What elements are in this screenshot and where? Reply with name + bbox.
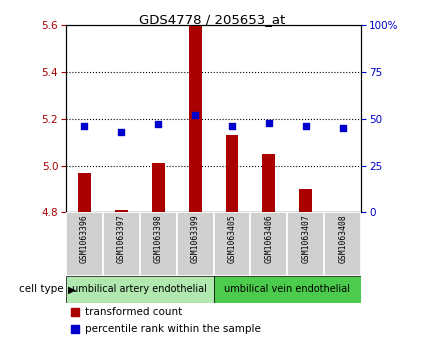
Text: GDS4778 / 205653_at: GDS4778 / 205653_at — [139, 13, 286, 26]
Bar — [177, 212, 213, 276]
Bar — [103, 212, 140, 276]
Bar — [263, 154, 275, 212]
Text: GSM1063406: GSM1063406 — [264, 214, 273, 263]
Bar — [250, 212, 287, 276]
Point — [118, 129, 125, 135]
Bar — [213, 212, 250, 276]
Text: GSM1063396: GSM1063396 — [80, 214, 89, 263]
Text: umbilical vein endothelial: umbilical vein endothelial — [224, 285, 350, 294]
Bar — [78, 173, 91, 212]
Text: GSM1063397: GSM1063397 — [117, 214, 126, 263]
Bar — [299, 189, 312, 212]
Point — [71, 309, 78, 315]
Text: GSM1063407: GSM1063407 — [301, 214, 310, 263]
Point — [266, 120, 272, 126]
Text: GSM1063399: GSM1063399 — [190, 214, 200, 263]
Bar — [226, 135, 238, 212]
Point — [71, 326, 78, 331]
Point — [303, 123, 309, 129]
Text: GSM1063398: GSM1063398 — [154, 214, 163, 263]
Text: GSM1063408: GSM1063408 — [338, 214, 347, 263]
Text: umbilical artery endothelial: umbilical artery endothelial — [72, 285, 207, 294]
Point — [192, 112, 198, 118]
Text: GSM1063405: GSM1063405 — [227, 214, 237, 263]
Point — [81, 123, 88, 129]
Bar — [287, 212, 324, 276]
Bar — [66, 276, 213, 303]
Bar — [140, 212, 177, 276]
Text: ▶: ▶ — [68, 285, 76, 294]
Bar — [213, 276, 361, 303]
Point — [340, 125, 346, 131]
Text: transformed count: transformed count — [85, 307, 182, 317]
Bar — [66, 212, 103, 276]
Point — [155, 122, 162, 127]
Bar — [324, 212, 361, 276]
Bar — [115, 210, 128, 212]
Bar — [189, 25, 201, 212]
Text: percentile rank within the sample: percentile rank within the sample — [85, 323, 261, 334]
Point — [229, 123, 235, 129]
Text: cell type: cell type — [19, 285, 64, 294]
Bar — [152, 163, 164, 212]
